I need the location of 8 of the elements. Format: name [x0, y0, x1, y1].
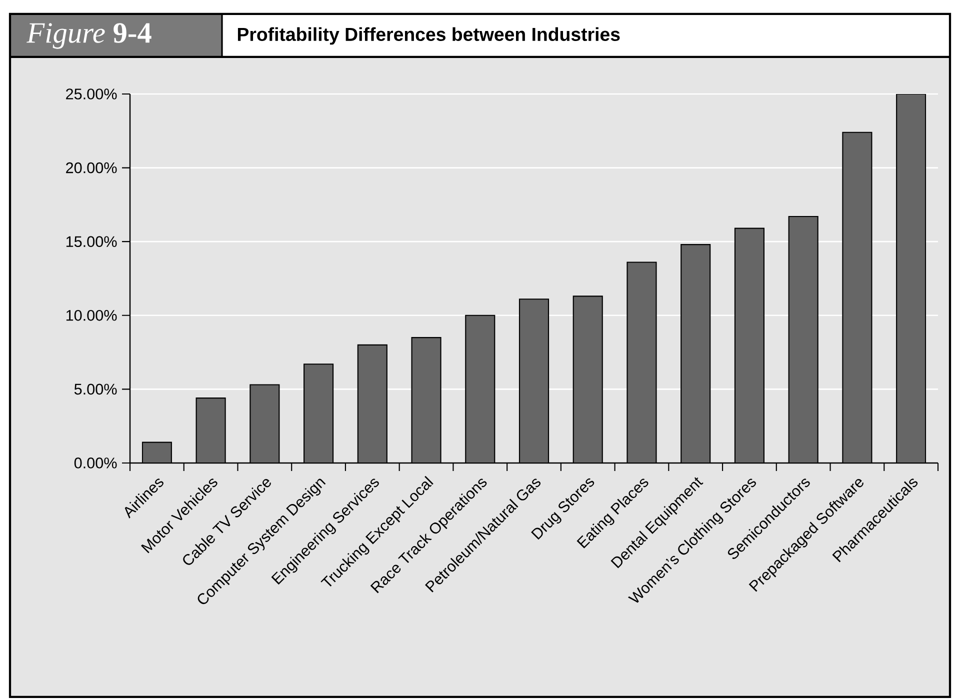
y-tick-label: 5.00% [74, 384, 117, 395]
y-tick-label: 25.00% [66, 88, 117, 100]
y-tick-label: 10.00% [66, 310, 117, 321]
text: Figure 9-4 [26, 23, 152, 49]
y-tick-label: 15.00% [66, 236, 117, 248]
y-tick-label: 20.00% [66, 162, 117, 174]
chart-title: Profitability Differences between Industries [238, 27, 620, 45]
y-tick-label: 0.00% [74, 458, 117, 468]
